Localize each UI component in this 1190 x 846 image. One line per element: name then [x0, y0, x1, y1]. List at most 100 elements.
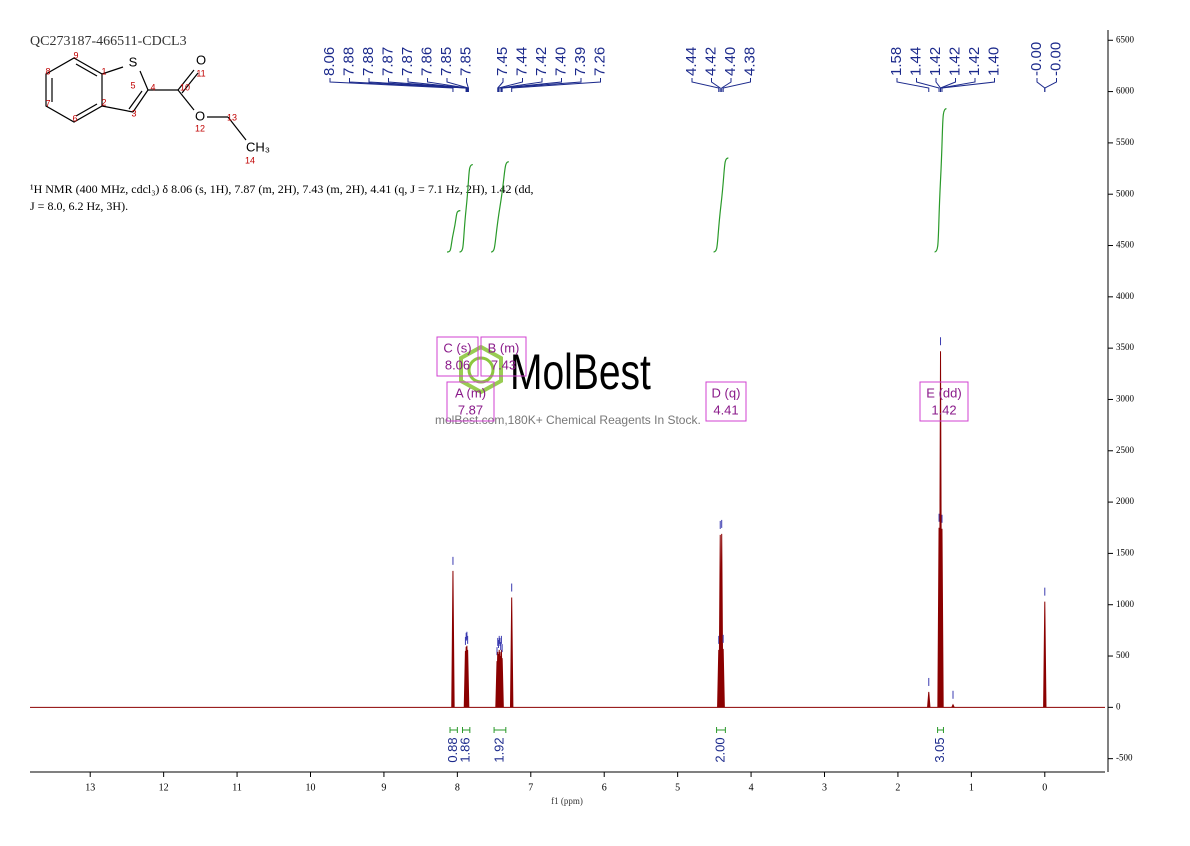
integral-label: 2.00 — [712, 737, 727, 762]
multiplet-name: E (dd) — [926, 385, 961, 400]
integral-curve — [934, 108, 947, 253]
atom-label: CH₃ — [246, 139, 270, 154]
peak-label: 7.42 — [533, 47, 550, 76]
peak-label: 7.85 — [457, 47, 474, 76]
peak-label: 7.44 — [513, 47, 530, 76]
peak-label: 7.88 — [360, 47, 377, 76]
y-tick-label: 1500 — [1116, 547, 1135, 557]
atom-number: 14 — [245, 155, 255, 165]
y-tick-label: 4000 — [1116, 291, 1135, 301]
peak-label-connector — [466, 78, 469, 92]
peak-label: 1.58 — [888, 47, 905, 76]
y-tick-label: 6000 — [1116, 86, 1135, 96]
peak-label: 1.42 — [966, 47, 983, 76]
atom-number: 2 — [101, 97, 106, 107]
x-tick-label: 9 — [381, 782, 386, 793]
atom-number: 9 — [73, 50, 78, 60]
y-tick-label: -500 — [1116, 753, 1133, 763]
integral-bracket — [937, 727, 944, 733]
peak-label: 1.44 — [907, 47, 924, 76]
integral-label: 1.92 — [491, 737, 506, 762]
integral-curve — [713, 157, 729, 253]
atom-number: 11 — [196, 68, 205, 78]
peak-label-connector — [500, 78, 562, 92]
multiplet-name: B (m) — [488, 340, 520, 355]
multiplet-shift: 1.42 — [931, 402, 956, 417]
x-tick-label: 10 — [305, 782, 315, 793]
x-tick-label: 12 — [159, 782, 169, 793]
y-tick-label: 5000 — [1116, 188, 1135, 198]
peak — [1043, 601, 1047, 708]
peak-label-connector — [501, 78, 582, 92]
peak-label: -0.00 — [1028, 42, 1045, 76]
multiplet-name: A (m) — [455, 385, 486, 400]
multiplet-box — [480, 336, 527, 377]
peak-label-connector — [497, 78, 523, 92]
atom-label: S — [129, 54, 138, 69]
molecule-bonds — [45, 57, 247, 141]
multiplet-box — [446, 381, 495, 422]
multiplet-name: C (s) — [443, 340, 471, 355]
x-tick-label: 6 — [602, 782, 607, 793]
peak-label: 7.26 — [591, 47, 608, 76]
peak — [940, 528, 944, 708]
peak-label: 7.40 — [552, 47, 569, 76]
x-tick-label: 3 — [822, 782, 827, 793]
x-tick-label: 11 — [232, 782, 242, 793]
y-tick-label: 1000 — [1116, 599, 1135, 609]
x-tick-label: 13 — [85, 782, 95, 793]
atom-number: 3 — [131, 108, 136, 118]
x-tick-label: 5 — [675, 782, 680, 793]
peak-label-connector — [721, 78, 732, 92]
y-tick-label: 3000 — [1116, 394, 1135, 404]
multiplet-shift: 7.87 — [458, 402, 483, 417]
integral-bracket — [493, 727, 507, 733]
peak-label: -0.00 — [1047, 42, 1064, 76]
peak — [451, 570, 455, 708]
y-tick-label: 2500 — [1116, 445, 1135, 455]
peak — [465, 649, 470, 708]
peak-label-connector — [427, 78, 469, 92]
integral-bracket — [449, 727, 458, 733]
peak-label-connector — [916, 78, 940, 92]
chart-title: QC273187-466511-CDCL3 — [30, 34, 187, 49]
peak-label-connector — [368, 78, 467, 92]
atom-number: 7 — [45, 98, 50, 108]
multiplet-name: D (q) — [712, 385, 741, 400]
peak-label: 8.06 — [321, 47, 338, 76]
atom-label: O — [196, 52, 206, 67]
peak-label-connector — [940, 78, 976, 92]
x-tick-label: 4 — [749, 782, 754, 793]
integral-curve — [446, 210, 461, 253]
x-tick-label: 7 — [528, 782, 533, 793]
x-tick-label: 2 — [895, 782, 900, 793]
peak-label: 4.40 — [722, 47, 739, 76]
y-tick-label: 6500 — [1116, 34, 1135, 44]
peak-label: 7.39 — [572, 47, 589, 76]
peak-label-connector — [711, 78, 721, 92]
multiplet-box — [919, 381, 969, 422]
peak-label-connector — [407, 78, 468, 92]
y-tick-label: 4500 — [1116, 240, 1135, 250]
atom-number: 10 — [180, 82, 190, 92]
peak-label: 4.42 — [702, 47, 719, 76]
peak-label-connector — [1044, 78, 1057, 92]
peak-label: 7.87 — [399, 47, 416, 76]
y-tick-label: 0 — [1116, 701, 1121, 711]
peak — [500, 658, 504, 708]
y-tick-label: 500 — [1116, 650, 1130, 660]
integral-curve — [490, 161, 509, 253]
atom-number: 1 — [101, 66, 106, 76]
peak-label-connector — [896, 78, 930, 92]
peak-label-connector — [511, 78, 601, 92]
peak-label: 7.87 — [379, 47, 396, 76]
peak-label-connector — [940, 78, 956, 92]
peak-label-connector — [499, 78, 543, 92]
peak-label: 1.42 — [946, 47, 963, 76]
multiplet-box — [436, 336, 479, 377]
watermark-brand: MolBest — [510, 343, 651, 400]
watermark: MolBest molBest.com,180K+ Chemical Reage… — [435, 343, 701, 427]
atom-number: 8 — [45, 66, 50, 76]
y-tick-label: 5500 — [1116, 137, 1135, 147]
watermark-tagline: molBest.com,180K+ Chemical Reagents In S… — [435, 413, 701, 427]
